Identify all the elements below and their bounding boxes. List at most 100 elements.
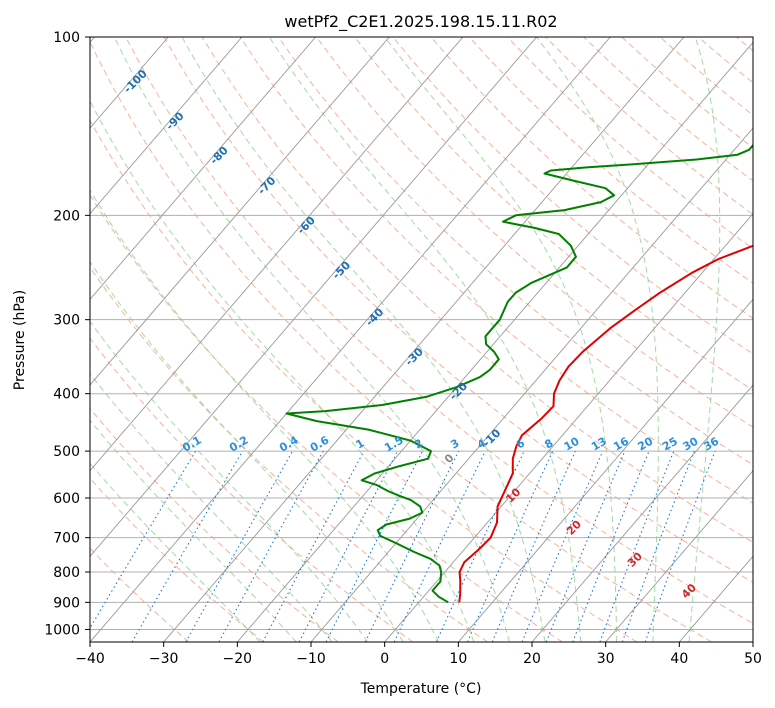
moist-adiabat-label: -60 (295, 214, 318, 237)
x-axis-title: Temperature (°C) (360, 681, 482, 697)
isotherm-line (678, 555, 753, 642)
background-labels: -100-90-80-70-60-50-40-30-20-10010203040… (121, 67, 721, 601)
y-tick-label: 700 (53, 531, 80, 547)
mixing-ratio-lines (90, 450, 716, 642)
y-tick-label: 300 (53, 313, 80, 329)
chart-title: wetPf2_C2E1.2025.198.15.11.R02 (284, 12, 557, 32)
moist-adiabat-label: -80 (208, 144, 231, 167)
moist-adiabat (181, 37, 546, 642)
moist-adiabat (90, 320, 369, 642)
isotherm-line (90, 37, 611, 642)
moist-adiabat (688, 37, 721, 642)
mixing-ratio-line (298, 450, 399, 642)
mixing-ratio-line (435, 450, 525, 642)
dry-adiabat (468, 37, 753, 284)
dry-adiabat (90, 266, 488, 642)
moist-adiabat (90, 462, 261, 642)
y-tick-label: 800 (53, 565, 80, 581)
moist-adiabat (90, 99, 475, 642)
temperature-profile (458, 244, 753, 603)
mixing-ratio-line (572, 450, 650, 642)
dry-adiabat (201, 37, 753, 543)
y-tick-label: 500 (53, 444, 80, 460)
x-tick-label: 40 (670, 651, 688, 667)
dry-adiabat (392, 37, 753, 355)
y-tick-label: 400 (53, 387, 80, 403)
x-tick-label: 10 (449, 651, 467, 667)
dry-adiabat (90, 119, 638, 642)
x-tick-label: 20 (523, 651, 541, 667)
moist-adiabat-label: -100 (121, 67, 150, 96)
moist-adiabat-label: 20 (564, 517, 584, 537)
moist-adiabat (384, 37, 618, 642)
isotherm-line (90, 37, 390, 386)
moist-adiabat (268, 37, 582, 642)
dry-adiabat (90, 407, 339, 642)
grid-lines (90, 37, 753, 642)
moist-adiabat-label: 40 (679, 581, 699, 601)
moist-adiabat (536, 37, 659, 642)
dry-adiabat (90, 194, 563, 642)
dry-adiabat (316, 37, 753, 428)
moist-adiabats (90, 37, 721, 642)
moist-adiabat-label: -50 (330, 258, 353, 281)
profiles (285, 143, 753, 604)
mixing-ratio-line (364, 450, 460, 642)
mixing-ratio-line (491, 450, 576, 642)
mixing-ratio-line (262, 450, 365, 642)
moist-adiabat (90, 419, 297, 642)
mixing-ratio-line (644, 450, 716, 642)
isotherm-line (457, 298, 753, 642)
isotherm-line (90, 37, 537, 558)
isotherm-line (90, 37, 243, 215)
y-tick-label: 200 (53, 208, 80, 224)
dry-adiabat (507, 37, 753, 250)
isotherm-line (163, 37, 685, 642)
mixing-ratio-line (131, 450, 244, 642)
moist-adiabat-label: -90 (163, 109, 186, 132)
plot-frame (89, 36, 754, 643)
y-tick-label: 900 (53, 595, 80, 611)
mixing-ratio-line (218, 450, 324, 642)
x-tick-label: −10 (296, 651, 326, 667)
mixing-ratio-label: 8 (542, 437, 555, 452)
y-axis: 100 200 300 400 500 600 700 800 900 1000 (44, 30, 90, 638)
moist-adiabat (113, 37, 510, 642)
mixing-ratio-line (90, 450, 197, 630)
isotherm-line (90, 37, 316, 301)
mixing-ratio-line (599, 450, 675, 642)
isotherm-line (236, 41, 753, 642)
dry-adiabat (90, 40, 712, 642)
dry-adiabat (697, 37, 753, 84)
x-tick-label: 0 (380, 651, 389, 667)
dry-adiabat (735, 37, 753, 52)
y-axis-title: Pressure (hPa) (12, 290, 28, 390)
x-tick-label: −20 (223, 651, 253, 667)
moist-adiabat (90, 189, 439, 642)
moist-adiabat-label: -30 (403, 345, 426, 368)
moist-adiabat-label: 30 (625, 549, 645, 569)
x-tick-label: −40 (75, 651, 105, 667)
mixing-ratio-label: 2 (412, 437, 425, 452)
isotherm-line (384, 213, 753, 642)
dry-adiabat (163, 37, 753, 583)
dry-adiabats (90, 37, 753, 642)
dry-adiabat (354, 37, 753, 391)
moist-adiabat (90, 372, 333, 642)
dewpoint-profile (285, 143, 753, 604)
x-tick-label: 50 (744, 651, 762, 667)
isotherm-line (310, 127, 753, 642)
mixing-ratio-line (185, 450, 293, 642)
dry-adiabat (659, 37, 753, 116)
x-tick-label: 30 (597, 651, 615, 667)
plot-area (90, 37, 753, 642)
moist-adiabat-label: -70 (255, 174, 278, 197)
isotherm-line (605, 469, 753, 642)
moist-adiabat (90, 260, 404, 642)
y-tick-label: 1000 (44, 622, 80, 638)
dry-adiabat (430, 37, 753, 319)
mixing-ratio-line (393, 450, 486, 642)
dry-adiabat (90, 547, 190, 642)
dry-adiabat (90, 477, 264, 642)
y-tick-label: 100 (53, 30, 80, 46)
